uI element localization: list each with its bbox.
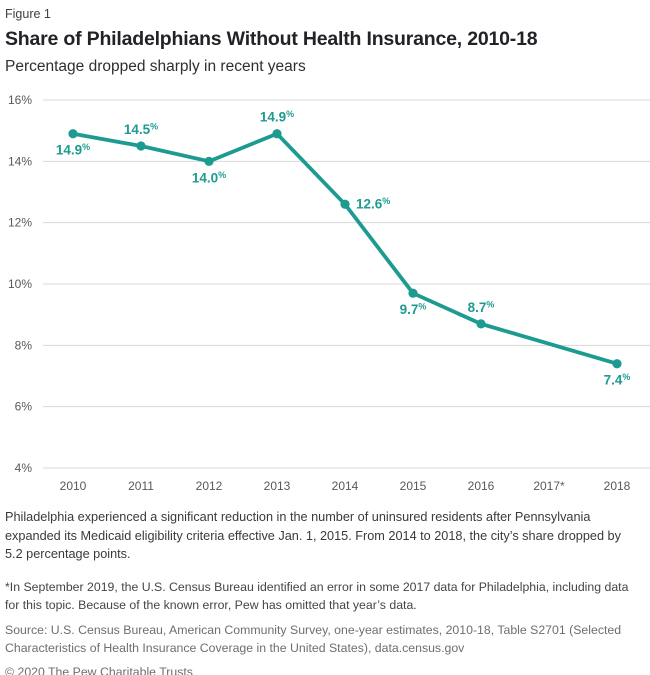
y-axis-tick-label: 12%: [8, 216, 32, 230]
data-point: [272, 129, 282, 139]
x-axis-tick-label: 2011: [128, 479, 154, 493]
x-axis-tick-label: 2015: [400, 479, 427, 493]
trend-line: [71, 131, 619, 366]
chart-source: Source: U.S. Census Bureau, American Com…: [5, 622, 622, 655]
x-axis-tick-label: 2010: [60, 479, 87, 493]
y-axis-tick-label: 4%: [15, 461, 33, 475]
data-point: [68, 129, 78, 139]
copyright-line: © 2020 The Pew Charitable Trusts: [5, 664, 193, 675]
x-axis-tick-label: 2016: [468, 479, 495, 493]
insurance-line-chart: 16% 14% 12% 10% 8% 6% 4% 2010 2011 2012 2013 2014 20…: [8, 93, 650, 493]
data-point: [340, 199, 350, 209]
chart-title: Share of Philadelphians Without Health I…: [5, 28, 538, 50]
data-point: [612, 359, 622, 369]
x-axis-tick-label: 2012: [196, 479, 223, 493]
data-point-label: 7.4%: [604, 372, 631, 388]
chart-footnote: *In September 2019, the U.S. Census Bure…: [5, 579, 629, 612]
data-point-label: 12.6%: [356, 196, 390, 212]
y-axis-tick-label: 10%: [8, 277, 32, 291]
data-point-label: 14.9%: [260, 109, 294, 125]
data-point-label: 9.7%: [400, 302, 427, 318]
data-point: [408, 288, 418, 298]
y-axis-tick-label: 14%: [8, 154, 32, 168]
x-axis-tick-label: 2018: [604, 479, 631, 493]
data-point-label: 14.9%: [56, 142, 90, 158]
chart-note: Philadelphia experienced a significant r…: [5, 510, 621, 561]
y-axis-tick-label: 16%: [8, 93, 32, 107]
x-axis-tick-label: 2014: [332, 479, 359, 493]
y-axis-tick-label: 6%: [15, 400, 33, 414]
data-point: [476, 319, 486, 329]
y-axis-tick-label: 8%: [15, 338, 33, 352]
data-point-label: 8.7%: [468, 299, 495, 315]
x-axis-tick-label: 2013: [264, 479, 291, 493]
data-point-label: 14.5%: [124, 122, 158, 138]
data-point: [136, 141, 146, 151]
data-point: [204, 156, 214, 166]
x-axis-tick-label: 2017*: [533, 479, 565, 493]
data-point-label: 14.0%: [192, 170, 226, 186]
chart-subtitle: Percentage dropped sharply in recent yea…: [5, 58, 306, 75]
figure-label: Figure 1: [5, 7, 51, 21]
